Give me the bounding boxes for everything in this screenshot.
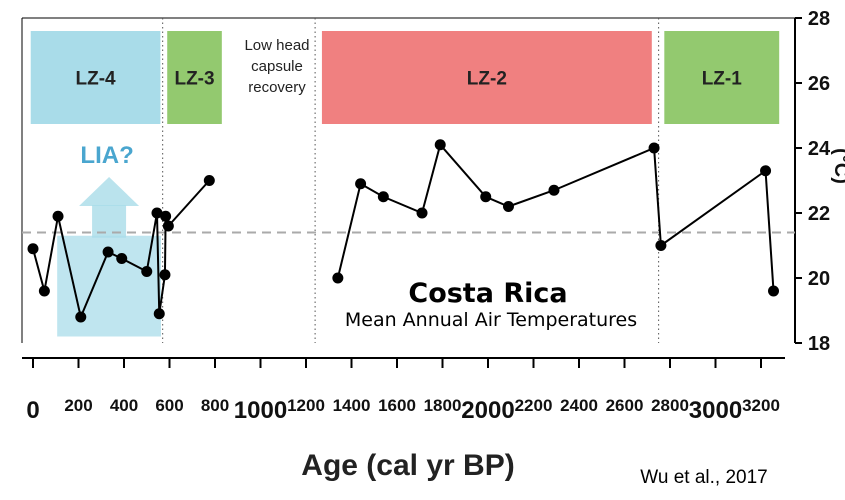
- data-point-1-11: [768, 285, 780, 297]
- gap-note-line-0: Low head: [244, 37, 309, 54]
- lia-arrow-head: [79, 177, 140, 206]
- x-tick-label-4: 800: [201, 396, 229, 415]
- data-point-0-6: [141, 266, 153, 277]
- axis-layer: 0 200 400 600 800 1000 1200 1400 1600 1800 2000 220…: [22, 8, 845, 424]
- y-tick-label-1: 20: [808, 268, 830, 290]
- y-tick-label-4: 26: [808, 73, 830, 95]
- data-point-0-5: [116, 253, 128, 264]
- data-point-1-2: [377, 191, 389, 203]
- data-point-1-4: [434, 139, 446, 151]
- gap-note-line-1: capsule: [251, 58, 303, 75]
- data-point-0-0: [27, 243, 39, 255]
- data-point-0-4: [102, 246, 114, 258]
- x-tick-label-6: 1200: [287, 396, 325, 415]
- series-line-1: [336, 142, 775, 292]
- data-point-1-6: [502, 201, 514, 212]
- data-point-0-3: [75, 311, 87, 323]
- x-tick-label-9: 1800: [424, 396, 462, 415]
- source-credit: Wu et al., 2017: [640, 467, 767, 488]
- data-point-0-8: [153, 308, 165, 320]
- data-point-1-0: [332, 272, 344, 284]
- data-point-1-1: [355, 178, 367, 190]
- x-tick-label-3: 600: [155, 396, 183, 415]
- data-point-1-8: [648, 142, 660, 154]
- x-tick-label-13: 2600: [606, 396, 644, 415]
- x-tick-label-16: 3200: [742, 396, 780, 415]
- zone-label-0: LZ-4: [76, 69, 117, 90]
- zone-bar-2: [321, 31, 652, 124]
- y-tick-label-2: 22: [808, 203, 830, 225]
- x-tick-label-8: 1600: [378, 396, 416, 415]
- zone-label-1: LZ-3: [174, 69, 214, 90]
- x-tick-label-11: 2200: [515, 396, 553, 415]
- data-point-0-11: [162, 220, 174, 232]
- y-axis-label: (°C): [830, 148, 845, 184]
- lia-layer: LIA?: [57, 142, 161, 337]
- chart-title: Costa Rica: [408, 278, 567, 309]
- data-point-0-12: [203, 175, 215, 186]
- x-tick-label-12: 2400: [560, 396, 598, 415]
- data-point-0-2: [52, 210, 64, 222]
- x-axis-label: Age (cal yr BP): [301, 449, 514, 482]
- data-point-0-1: [38, 285, 50, 297]
- x-tick-label-15: 3000: [689, 397, 742, 424]
- chart-subtitle: Mean Annual Air Temperatures: [345, 309, 637, 331]
- zone-bar-1: [167, 31, 222, 124]
- data-point-1-3: [416, 207, 428, 219]
- y-tick-label-0: 18: [808, 333, 830, 355]
- x-tick-label-0: 0: [26, 397, 39, 424]
- data-point-0-9: [159, 269, 171, 281]
- lia-label: LIA?: [80, 142, 133, 169]
- zone-bar-3: [664, 31, 780, 124]
- data-point-1-9: [655, 240, 667, 251]
- y-tick-label-3: 24: [808, 138, 831, 160]
- x-tick-label-7: 1400: [333, 396, 371, 415]
- gap-note-line-2: recovery: [248, 79, 306, 96]
- x-tick-label-2: 400: [110, 396, 138, 415]
- x-tick-label-5: 1000: [234, 397, 287, 424]
- data-point-0-7: [151, 207, 163, 219]
- y-tick-label-5: 28: [808, 8, 830, 30]
- zones-layer: LZ-4 LZ-3 LZ-2 LZ-1 Low head capsule recovery: [30, 31, 780, 124]
- zone-bar-0: [30, 31, 161, 124]
- data-point-1-5: [480, 191, 492, 203]
- data-point-0-10: [160, 210, 172, 222]
- x-tick-label-10: 2000: [461, 397, 514, 424]
- x-tick-label-14: 2800: [651, 396, 689, 415]
- zone-label-2: LZ-2: [467, 69, 507, 90]
- data-point-1-7: [548, 184, 560, 196]
- zone-label-3: LZ-1: [702, 69, 743, 90]
- data-point-1-10: [760, 165, 772, 177]
- x-tick-label-1: 200: [64, 396, 92, 415]
- series-layer: [27, 139, 780, 323]
